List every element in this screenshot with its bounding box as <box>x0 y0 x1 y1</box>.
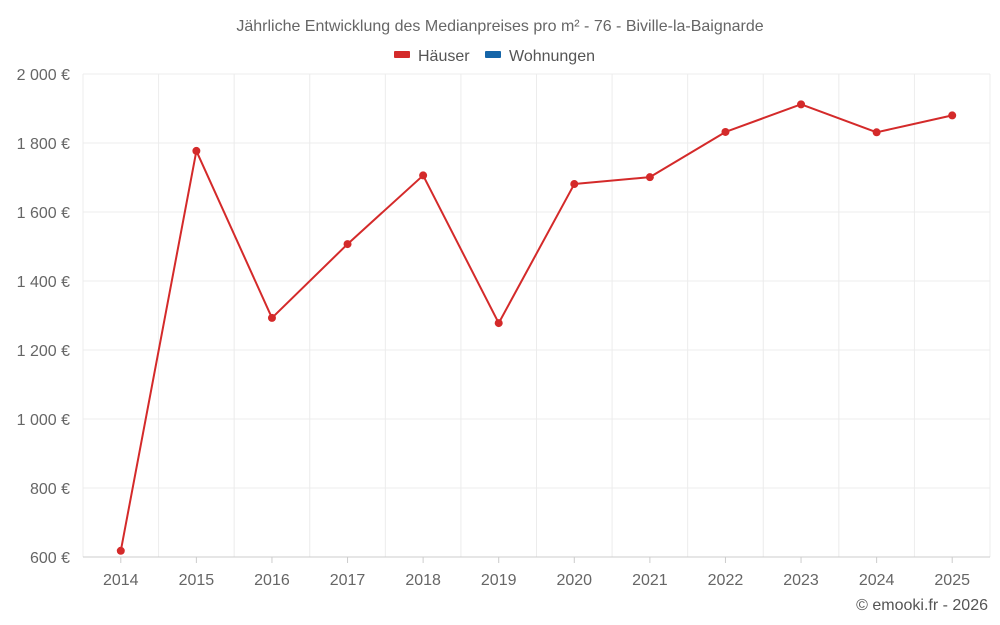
x-tick-label: 2020 <box>556 572 592 589</box>
y-tick-label: 1 600 € <box>17 205 70 222</box>
y-tick-label: 600 € <box>30 550 70 567</box>
y-tick-label: 1 800 € <box>17 136 70 153</box>
y-tick-label: 800 € <box>30 481 70 498</box>
x-tick-label: 2024 <box>859 572 895 589</box>
legend-item-wohnungen[interactable]: Wohnungen <box>485 48 595 65</box>
legend: Häuser Wohnungen <box>394 48 595 65</box>
x-tick-label: 2014 <box>103 572 139 589</box>
legend-label-haeuser: Häuser <box>418 48 470 65</box>
legend-item-haeuser[interactable]: Häuser <box>394 48 470 65</box>
data-point[interactable] <box>872 128 881 137</box>
x-tick-label: 2019 <box>481 572 517 589</box>
series-layer <box>116 100 957 555</box>
data-point[interactable] <box>948 111 957 120</box>
data-point[interactable] <box>343 240 352 249</box>
x-tick-label: 2016 <box>254 572 290 589</box>
series-line-0 <box>119 103 953 551</box>
y-tick-label: 1 000 € <box>17 412 70 429</box>
data-point[interactable] <box>645 173 654 182</box>
data-point[interactable] <box>570 180 579 189</box>
y-tick-label: 1 400 € <box>17 274 70 291</box>
x-tick-label: 2015 <box>179 572 215 589</box>
chart-title: Jährliche Entwicklung des Medianpreises … <box>236 18 763 35</box>
data-point[interactable] <box>192 146 201 155</box>
data-point[interactable] <box>797 100 806 109</box>
data-point[interactable] <box>494 319 503 328</box>
x-tick-label: 2021 <box>632 572 668 589</box>
x-tick-label: 2025 <box>934 572 970 589</box>
data-point[interactable] <box>267 313 276 322</box>
legend-label-wohnungen: Wohnungen <box>509 48 595 65</box>
y-tick-label: 1 200 € <box>17 343 70 360</box>
grid <box>82 73 991 557</box>
x-tick-label: 2023 <box>783 572 819 589</box>
data-point[interactable] <box>721 127 730 136</box>
x-tick-label: 2017 <box>330 572 366 589</box>
x-tick-label: 2022 <box>708 572 744 589</box>
axes: 600 € 800 € 1 000 € 1 200 € 1 400 € 1 600 € 1 … <box>17 67 990 589</box>
legend-swatch-wohnungen <box>485 51 501 58</box>
credit-text: © emooki.fr - 2026 <box>856 597 988 614</box>
data-point[interactable] <box>419 171 428 180</box>
y-tick-label: 2 000 € <box>17 67 70 84</box>
data-point[interactable] <box>116 546 125 555</box>
legend-swatch-haeuser <box>394 51 410 58</box>
x-tick-label: 2018 <box>405 572 441 589</box>
